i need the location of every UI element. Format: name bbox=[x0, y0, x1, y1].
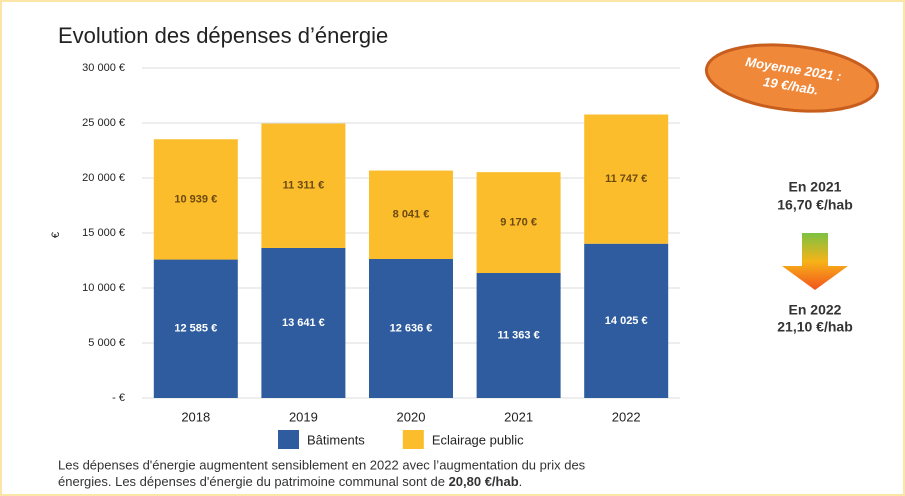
y-axis-label: € bbox=[50, 232, 62, 238]
bar-segment bbox=[369, 170, 453, 260]
bar-segment bbox=[476, 273, 561, 398]
data-label: 11 747 € bbox=[605, 173, 647, 185]
data-label: 14 025 € bbox=[605, 315, 648, 327]
x-tick-label: 2018 bbox=[181, 409, 210, 424]
data-label: 8 041 € bbox=[393, 209, 430, 221]
note-bold: 20,80 €/hab bbox=[449, 474, 519, 489]
bar-segment bbox=[261, 247, 346, 398]
legend-label: Bâtiments bbox=[307, 432, 365, 447]
legend-swatch bbox=[278, 430, 299, 449]
note: énergies. Les dépenses d'énergie du patr… bbox=[58, 474, 522, 489]
x-tick-label: 2020 bbox=[397, 409, 426, 424]
y-tick-label: 10 000 € bbox=[82, 282, 125, 294]
bar-segment bbox=[153, 139, 238, 260]
data-label: 9 170 € bbox=[500, 216, 537, 228]
legend-label: Eclairage public bbox=[432, 432, 524, 447]
bar-segment bbox=[584, 243, 669, 398]
chart-title: Evolution des dépenses d’énergie bbox=[58, 23, 388, 48]
y-tick-label: 30 000 € bbox=[82, 62, 125, 74]
side-text: 21,10 €/hab bbox=[777, 319, 853, 335]
badge-shape bbox=[704, 43, 880, 113]
y-tick-label: 5 000 € bbox=[88, 337, 125, 349]
y-tick-label: - € bbox=[112, 392, 125, 404]
note-text: . bbox=[519, 474, 523, 489]
bar-segment bbox=[584, 114, 669, 244]
side-text: En 2022 bbox=[789, 302, 842, 318]
data-label: 10 939 € bbox=[174, 193, 217, 205]
bar-segment bbox=[369, 259, 453, 398]
x-tick-label: 2019 bbox=[289, 409, 318, 424]
x-tick-label: 2022 bbox=[612, 409, 641, 424]
y-tick-label: 20 000 € bbox=[82, 172, 125, 184]
arrow bbox=[782, 233, 848, 290]
side-text: 16,70 €/hab bbox=[777, 197, 853, 213]
bar-segment bbox=[261, 123, 346, 248]
bar-segment bbox=[153, 259, 238, 398]
data-label: 11 311 € bbox=[283, 180, 325, 192]
y-tick-label: 15 000 € bbox=[82, 227, 125, 239]
data-label: 12 636 € bbox=[390, 322, 433, 334]
side-text: En 2021 bbox=[789, 179, 842, 195]
x-tick-label: 2021 bbox=[504, 409, 533, 424]
legend-swatch bbox=[402, 430, 424, 449]
bar-segment bbox=[476, 172, 561, 274]
y-tick-label: 25 000 € bbox=[82, 117, 125, 129]
note-text: énergies. Les dépenses d'énergie du patr… bbox=[58, 474, 449, 489]
data-label: 13 641 € bbox=[282, 317, 325, 329]
data-label: 11 363 € bbox=[497, 329, 539, 341]
badge: Moyenne 2021 : 19 €/hab. bbox=[704, 43, 880, 113]
data-label: 12 585 € bbox=[174, 323, 217, 335]
note: Les dépenses d'énergie augmentent sensib… bbox=[58, 457, 586, 472]
